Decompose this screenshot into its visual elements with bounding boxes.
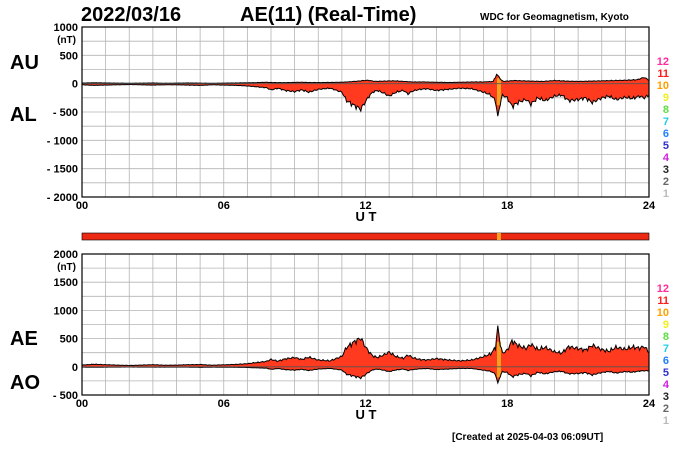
y-tick-label: - 1000 [47,135,78,147]
y-tick-label: 1000 [54,22,78,34]
station-legend-label: 11 [657,295,669,307]
x-tick-label: 24 [643,200,656,212]
series-line-ae [81,325,650,367]
station-legend-label: 6 [663,355,669,367]
station-legend-label: 8 [663,104,669,116]
station-legend-label: 4 [663,379,670,391]
y-tick-label: 2000 [54,249,78,261]
station-legend-label: 4 [663,152,670,164]
x-tick-label: 24 [643,398,656,410]
station-legend-label: 3 [663,391,669,403]
unit-label: (nT) [57,35,76,46]
station-legend-label: 1 [663,188,669,200]
station-legend-label: 9 [663,92,669,104]
series-line-au [81,73,650,84]
coverage-strip [81,232,650,241]
panel-au-al: 1000 500 0 - 500 - 1000 - 1500 - 2000 (nT) 00 06 1… [47,22,670,224]
spike-highlight [496,341,501,378]
station-legend-label: 1 [663,415,669,427]
y-tick-label: - 1500 [47,164,78,176]
al-label: AL [10,104,37,126]
y-tick-label: - 500 [53,390,78,402]
coverage-strip-marker [496,233,501,240]
ao-label: AO [10,372,40,394]
series-fill-area [82,325,649,383]
x-tick-label: 12 [359,200,371,212]
ae-label: AE [10,328,38,350]
station-legend-label: 12 [657,56,669,68]
x-tick-label: 00 [76,398,88,410]
y-tick-label: 500 [60,50,78,62]
y-tick-label: 500 [60,334,78,346]
x-axis-label: U T [356,209,377,224]
y-tick-label: 1000 [54,305,78,317]
station-legend-label: 10 [657,307,669,319]
date-title: 2022/03/16 [81,4,182,26]
station-legend-label: 5 [663,140,669,152]
x-tick-label: 18 [501,398,513,410]
station-legend-label: 9 [663,319,669,331]
station-legend-label: 7 [663,116,669,128]
chart-title: AE(11) (Real-Time) [240,4,417,26]
station-legend-label: 6 [663,128,669,140]
x-tick-label: 00 [76,200,88,212]
x-tick-label: 06 [218,200,230,212]
station-legend-label: 7 [663,343,669,355]
y-tick-label: - 500 [53,107,78,119]
y-tick-label: 1500 [54,277,78,289]
station-legend-label: 10 [657,80,669,92]
station-legend-label: 5 [663,367,669,379]
unit-label: (nT) [57,262,76,273]
y-tick-label: - 2000 [47,192,78,204]
station-legend-label: 11 [657,68,669,80]
x-tick-label: 12 [359,398,371,410]
source-label: WDC for Geomagnetism, Kyoto [480,12,629,23]
y-tick-label: 0 [72,79,78,91]
x-tick-label: 06 [218,398,230,410]
plot-frame [81,253,650,396]
x-axis-label: U T [356,407,377,422]
spike-highlight [496,78,501,106]
x-tick-label: 18 [501,200,513,212]
plot-frame [81,26,650,198]
station-legend-label: 2 [663,403,669,415]
station-legend-label: 8 [663,331,669,343]
station-legend-label: 2 [663,176,669,188]
station-legend-label: 12 [657,283,669,295]
series-line-al [82,83,650,117]
created-timestamp: [Created at 2025-04-03 06:09UT] [452,432,604,443]
au-label: AU [10,52,39,74]
y-tick-label: 0 [72,362,78,374]
station-legend-label: 3 [663,164,669,176]
